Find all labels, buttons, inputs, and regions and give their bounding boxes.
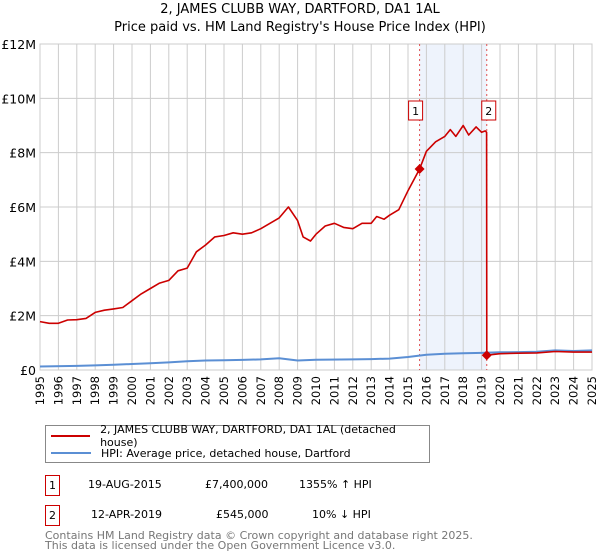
footer: Contains HM Land Registry data © Crown c… — [45, 529, 473, 552]
x-tick-label: 2000 — [125, 376, 139, 405]
x-tick-label: 2018 — [456, 376, 470, 405]
x-tick-label: 2011 — [327, 376, 341, 405]
x-tick-label: 1995 — [33, 376, 47, 405]
x-tick-label: 2003 — [180, 376, 194, 405]
plot-border — [39, 43, 593, 371]
transaction-hpi: 10% ↓ HPI — [312, 508, 371, 521]
legend-swatch-red — [51, 435, 91, 437]
x-tick-label: 2007 — [254, 376, 268, 405]
x-tick-label: 2005 — [217, 376, 231, 405]
x-tick-label: 2010 — [309, 376, 323, 405]
x-tick-label: 2023 — [548, 376, 562, 405]
sale-label-box: 2 — [481, 100, 497, 121]
x-tick-label: 1999 — [107, 376, 121, 405]
x-tick-label: 2022 — [530, 376, 544, 405]
footer-line-2: This data is licensed under the Open Gov… — [45, 539, 396, 552]
transaction-date: 19-AUG-2015 — [88, 478, 162, 491]
x-tick-label: 2024 — [567, 376, 581, 405]
x-tick-label: 2009 — [291, 376, 305, 405]
sale-label: 2 — [485, 105, 492, 118]
price-line — [39, 124, 592, 357]
x-tick-label: 2016 — [419, 376, 433, 405]
y-tick-label: £6M — [9, 200, 36, 215]
sale-label-box: 1 — [408, 100, 424, 121]
sale-label-frame — [408, 100, 424, 121]
x-tick-label: 1998 — [88, 376, 102, 405]
legend-label: HPI: Average price, detached house, Dart… — [101, 446, 351, 460]
x-tick-label: 2012 — [346, 376, 360, 405]
legend-swatch-blue — [51, 452, 91, 454]
y-tick-label: £0 — [20, 363, 36, 378]
x-tick-label: 2025 — [585, 376, 599, 405]
legend: 2, JAMES CLUBB WAY, DARTFORD, DA1 1AL (d… — [45, 423, 430, 463]
y-tick-label: £2M — [9, 309, 36, 324]
sale-point — [481, 350, 492, 361]
transaction-date: 12-APR-2019 — [91, 508, 163, 521]
y-tick-label: £10M — [1, 91, 36, 106]
sale-point — [414, 163, 425, 174]
plot-area: 1995 1996 1997 1998 1999 2000 2001 2002 2003 2004… — [1, 37, 599, 405]
transaction-price: £7,400,000 — [205, 478, 268, 491]
x-tick-label: 1996 — [51, 376, 65, 405]
chart-subtitle: Price paid vs. HM Land Registry's House … — [114, 20, 486, 35]
legend-item-property: 2, JAMES CLUBB WAY, DARTFORD, DA1 1AL (d… — [51, 423, 429, 449]
x-tick-label: 2013 — [364, 376, 378, 405]
x-tick-label: 2017 — [438, 376, 452, 405]
chart-title: 2, JAMES CLUBB WAY, DARTFORD, DA1 1AL — [160, 2, 440, 17]
x-tick-label: 2004 — [199, 376, 213, 405]
x-tick-label: 2002 — [162, 376, 176, 405]
hpi-line — [39, 349, 593, 368]
x-tick-label: 2015 — [401, 376, 415, 405]
x-tick-label: 2020 — [493, 376, 507, 405]
x-tick-label: 2008 — [272, 376, 286, 405]
transaction-marker: 2 — [45, 505, 60, 526]
y-tick-label: £4M — [9, 254, 36, 269]
x-tick-label: 2021 — [511, 376, 525, 405]
transaction-price: £545,000 — [216, 508, 269, 521]
y-tick-label: £8M — [9, 146, 36, 161]
legend-item-hpi: HPI: Average price, detached house, Dart… — [51, 445, 351, 461]
sale-label-frame — [481, 100, 497, 121]
x-tick-label: 2006 — [235, 376, 249, 405]
legend-label: 2, JAMES CLUBB WAY, DARTFORD, DA1 1AL (d… — [100, 423, 396, 449]
y-tick-label: £12M — [1, 37, 36, 52]
sale-label: 1 — [412, 105, 419, 118]
x-tick-label: 2001 — [143, 376, 157, 405]
x-tick-label: 1997 — [70, 376, 84, 405]
transaction-hpi: 1355% ↑ HPI — [299, 478, 372, 491]
x-tick-label: 2014 — [383, 376, 397, 405]
footer-line-1: Contains HM Land Registry data © Crown c… — [45, 529, 473, 542]
x-tick-label: 2019 — [475, 376, 489, 405]
transaction-marker: 1 — [45, 475, 60, 496]
